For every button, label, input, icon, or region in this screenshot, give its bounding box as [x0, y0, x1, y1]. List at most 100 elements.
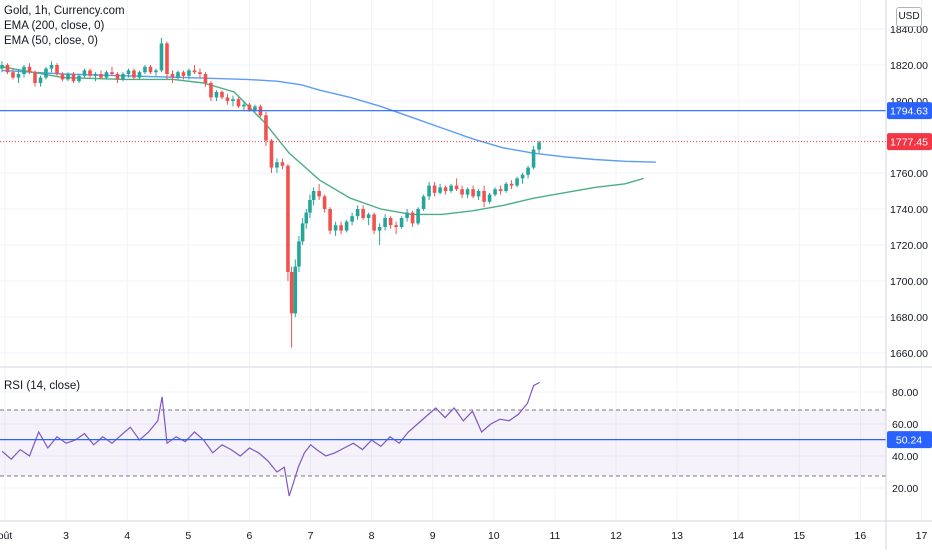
price-axis[interactable]: 1840.001820.001800.001780.001760.001740.…: [890, 24, 928, 360]
rsi-level-tag: [887, 431, 932, 449]
candle-body: [49, 65, 54, 69]
rsi-layer: [1, 381, 540, 497]
candle-body: [275, 162, 279, 168]
candle-body: [209, 83, 213, 98]
main-legend: Gold, 1h, Currency.com EMA (200, close, …: [4, 4, 125, 49]
candle-body: [410, 212, 415, 224]
horizontal-level-tag: [887, 102, 932, 120]
candle-body: [126, 70, 131, 74]
candle-body: [82, 70, 87, 76]
candle-body: [22, 66, 26, 74]
candle-body: [11, 72, 15, 78]
rsi-band-fill: [0, 410, 886, 476]
symbol-title[interactable]: Gold, 1h, Currency.com: [4, 5, 125, 17]
price-tick-label: 1660.00: [890, 348, 928, 360]
candle-body: [476, 191, 481, 197]
candle-body: [214, 92, 219, 98]
candle-body: [438, 187, 442, 193]
candle-body: [143, 66, 147, 73]
candle-body: [104, 72, 109, 78]
candle-body: [27, 66, 32, 73]
candle-body: [416, 209, 420, 224]
candle-body: [443, 187, 448, 191]
candle-body: [247, 104, 252, 110]
time-tick-label: 13: [671, 530, 683, 542]
price-tick-label: 1760.00: [890, 168, 928, 180]
time-tick-label: oût: [0, 530, 12, 542]
ema50-legend[interactable]: EMA (50, close, 0): [4, 35, 98, 47]
candle-body: [487, 194, 492, 202]
candle-body: [465, 189, 470, 195]
candle-body: [38, 77, 43, 83]
candle-body: [531, 149, 536, 168]
candle-body: [154, 70, 158, 73]
candle-body: [427, 185, 431, 197]
rsi-level-price-label: 50.24: [887, 431, 932, 449]
candle-body: [132, 70, 136, 78]
candle-body: [449, 185, 453, 191]
ema200-legend[interactable]: EMA (200, close, 0): [4, 20, 105, 32]
candle-body: [176, 72, 180, 78]
candle-body: [520, 174, 525, 179]
rsi-line: [1, 381, 540, 497]
time-tick-label: 12: [610, 530, 622, 542]
candle-body: [394, 225, 398, 227]
candle-body: [504, 183, 508, 191]
candle-body: [121, 74, 125, 80]
time-tick-label: 15: [793, 530, 805, 542]
rsi-tick-label: 40.00: [892, 451, 918, 463]
candle-body: [286, 165, 290, 272]
grid-layer: [0, 0, 922, 521]
candle-body: [498, 189, 503, 191]
time-tick-label: 16: [855, 530, 867, 542]
candle-body: [509, 183, 514, 186]
rsi-axis[interactable]: 80.00 60.00 40.00 20.00: [892, 387, 918, 495]
rsi-level-label: 50.24: [896, 434, 922, 446]
candle-body: [372, 214, 376, 231]
price-tick-label: 1720.00: [890, 240, 928, 252]
candle-body: [293, 266, 298, 314]
ema-line: [1, 66, 644, 216]
candle-body: [289, 272, 294, 314]
ema-layer: [1, 66, 656, 216]
candle-body: [137, 72, 142, 78]
candle-body: [165, 43, 169, 74]
time-tick-label: 14: [732, 530, 744, 542]
candle-body: [170, 74, 175, 78]
candle-body: [242, 104, 246, 107]
candle-body: [526, 167, 530, 175]
price-tick-label: 1740.00: [890, 204, 928, 216]
candle-body: [192, 70, 197, 73]
candle-body: [93, 74, 98, 76]
candle-body: [16, 74, 21, 78]
ema-line: [1, 69, 656, 163]
time-tick-label: 3: [63, 530, 69, 542]
candle-body: [471, 189, 475, 197]
candle-body: [322, 196, 327, 209]
candle-body: [366, 214, 371, 218]
currency-button[interactable]: USD: [896, 7, 922, 27]
horizontal-level-price-label: 1794.63: [887, 102, 932, 120]
candle-body: [33, 72, 37, 83]
candle-body: [308, 200, 312, 213]
time-axis[interactable]: oût34567891011121314151617181920: [0, 530, 932, 542]
candle-body: [203, 74, 208, 83]
candle-body: [297, 241, 301, 267]
candle-body: [311, 191, 316, 200]
candle-body: [115, 74, 120, 80]
candle-body: [225, 97, 230, 101]
candle-body: [231, 99, 235, 101]
price-tick-label: 1680.00: [890, 312, 928, 324]
candle-body: [220, 92, 224, 98]
time-tick-label: 5: [185, 530, 191, 542]
last-price-tag: [887, 133, 932, 151]
candle-body: [399, 218, 404, 227]
candle-body: [280, 162, 285, 166]
candle-body: [300, 223, 305, 242]
candle-body: [66, 74, 70, 80]
time-tick-label: 8: [369, 530, 375, 542]
rsi-legend[interactable]: RSI (14, close): [4, 380, 81, 392]
time-tick-label: 4: [124, 530, 130, 542]
